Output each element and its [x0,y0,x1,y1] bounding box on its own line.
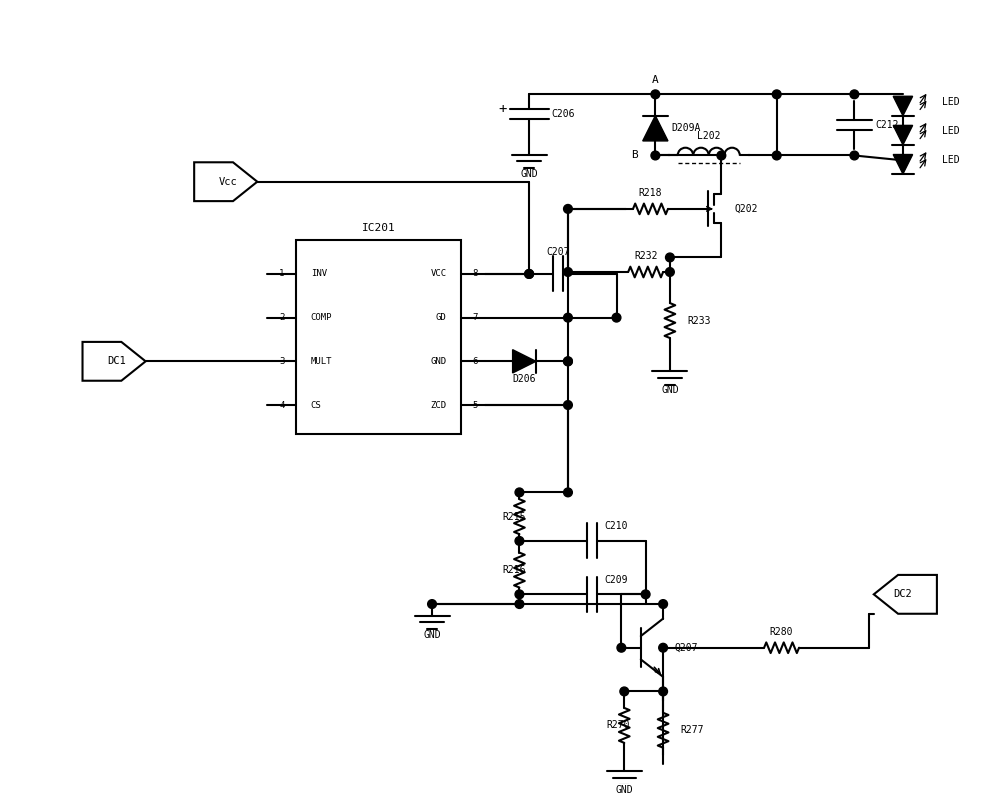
Circle shape [564,488,572,497]
Text: VCC: VCC [430,269,447,279]
Text: C206: C206 [551,109,575,119]
Text: COMP: COMP [311,313,332,322]
Text: 7: 7 [473,313,478,322]
Text: C207: C207 [547,247,570,256]
Text: R215: R215 [502,512,525,521]
Polygon shape [893,96,913,115]
Circle shape [666,268,674,276]
Text: C210: C210 [605,521,628,531]
Circle shape [617,643,626,652]
Text: 8: 8 [473,269,478,279]
Polygon shape [893,126,913,145]
Circle shape [564,357,572,366]
Text: CS: CS [311,400,321,409]
Text: C209: C209 [605,575,628,585]
Circle shape [515,488,524,497]
Text: A: A [652,74,659,85]
Text: R218: R218 [639,188,662,199]
Text: R232: R232 [634,252,657,261]
Circle shape [525,270,533,278]
Text: R270: R270 [607,720,630,731]
Circle shape [564,313,572,322]
Circle shape [651,151,660,160]
Circle shape [564,400,572,409]
Text: LED: LED [942,97,959,107]
Circle shape [666,253,674,262]
Circle shape [515,537,524,545]
Text: GND: GND [661,385,679,396]
Text: Q202: Q202 [735,204,758,214]
Text: C212: C212 [876,120,899,130]
Polygon shape [893,155,913,174]
Circle shape [659,643,667,652]
Circle shape [564,204,572,213]
Text: ZCD: ZCD [430,400,447,409]
Text: R233: R233 [687,316,711,325]
Circle shape [772,151,781,160]
Text: 4: 4 [279,400,284,409]
Text: DC2: DC2 [894,590,912,599]
Circle shape [428,600,436,609]
Text: INV: INV [311,269,327,279]
Text: R216: R216 [502,565,525,575]
Text: Q207: Q207 [675,642,698,653]
Text: Vcc: Vcc [219,177,238,187]
Circle shape [850,90,859,99]
Text: D209A: D209A [671,123,700,133]
Text: LED: LED [942,127,959,136]
Circle shape [525,270,533,278]
Text: 3: 3 [279,356,284,366]
Text: LED: LED [942,155,959,165]
Circle shape [515,590,524,598]
Circle shape [850,151,859,160]
Text: GND: GND [615,786,633,795]
Text: D206: D206 [513,374,536,384]
Text: 5: 5 [473,400,478,409]
Circle shape [651,90,660,99]
Polygon shape [513,350,536,373]
Circle shape [641,590,650,598]
Text: R277: R277 [681,725,704,735]
Circle shape [772,90,781,99]
Text: GD: GD [436,313,447,322]
Text: +: + [498,102,507,116]
Circle shape [620,687,629,696]
Text: 2: 2 [279,313,284,322]
Circle shape [564,357,572,366]
Text: IC201: IC201 [362,223,396,233]
Circle shape [659,600,667,609]
Text: GND: GND [423,630,441,640]
Text: B: B [631,151,638,160]
Circle shape [717,151,726,160]
Circle shape [515,600,524,609]
Text: GND: GND [520,169,538,179]
Bar [296,240,461,434]
Text: DC1: DC1 [107,356,126,366]
Circle shape [612,313,621,322]
Text: L202: L202 [697,131,720,141]
Text: 1: 1 [279,269,284,279]
Circle shape [564,268,572,276]
Text: GND: GND [430,356,447,366]
Polygon shape [643,115,668,141]
Circle shape [659,687,667,696]
Text: R280: R280 [770,627,793,638]
Text: MULT: MULT [311,356,332,366]
Text: 6: 6 [473,356,478,366]
